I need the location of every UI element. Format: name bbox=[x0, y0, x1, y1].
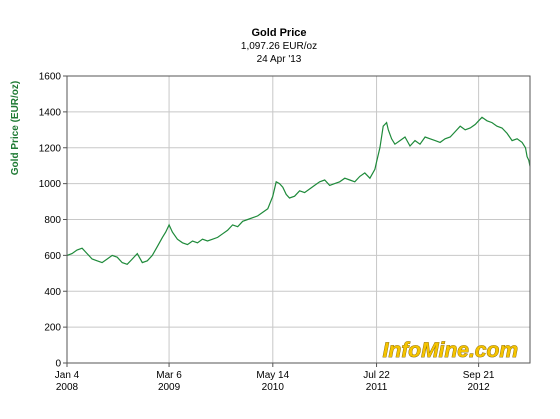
x-tick-label-year: 2009 bbox=[158, 382, 181, 393]
grid-lines bbox=[66, 75, 530, 364]
y-tick-label: 400 bbox=[44, 287, 61, 298]
chart-date: 24 Apr '13 bbox=[257, 54, 302, 65]
y-axis-ticks: 0 200 400 600 800 1000 1200 1400 1600 bbox=[39, 72, 67, 370]
y-tick-label: 1400 bbox=[39, 107, 62, 118]
y-tick-label: 1600 bbox=[39, 72, 62, 83]
plot-area-frame bbox=[66, 75, 531, 364]
y-tick-label: 0 bbox=[55, 359, 61, 370]
gold-price-series-line bbox=[66, 116, 531, 265]
x-tick-label-year: 2012 bbox=[467, 382, 490, 393]
y-tick-label: 1000 bbox=[39, 179, 62, 190]
y-tick-label: 600 bbox=[44, 251, 61, 262]
x-tick-label-year: 2010 bbox=[262, 382, 285, 393]
y-tick-label: 200 bbox=[44, 323, 61, 334]
y-axis-label: Gold Price (EUR/oz) bbox=[10, 81, 21, 175]
watermark-logo: InfoMine.com bbox=[383, 339, 518, 362]
y-tick-label: 800 bbox=[44, 215, 61, 226]
x-tick-label-date: May 14 bbox=[256, 370, 289, 381]
x-tick-label-date: Mar 6 bbox=[156, 370, 182, 381]
chart-title: Gold Price bbox=[251, 27, 306, 39]
x-tick-label-year: 2011 bbox=[366, 382, 388, 393]
x-tick-label-date: Jan 4 bbox=[55, 370, 80, 381]
chart-current-value: 1,097.26 EUR/oz bbox=[241, 41, 317, 52]
x-tick-label-date: Jul 22 bbox=[363, 370, 390, 381]
y-tick-label: 1200 bbox=[39, 143, 62, 154]
x-tick-label-date: Sep 21 bbox=[463, 370, 495, 381]
x-tick-label-year: 2008 bbox=[56, 382, 79, 393]
